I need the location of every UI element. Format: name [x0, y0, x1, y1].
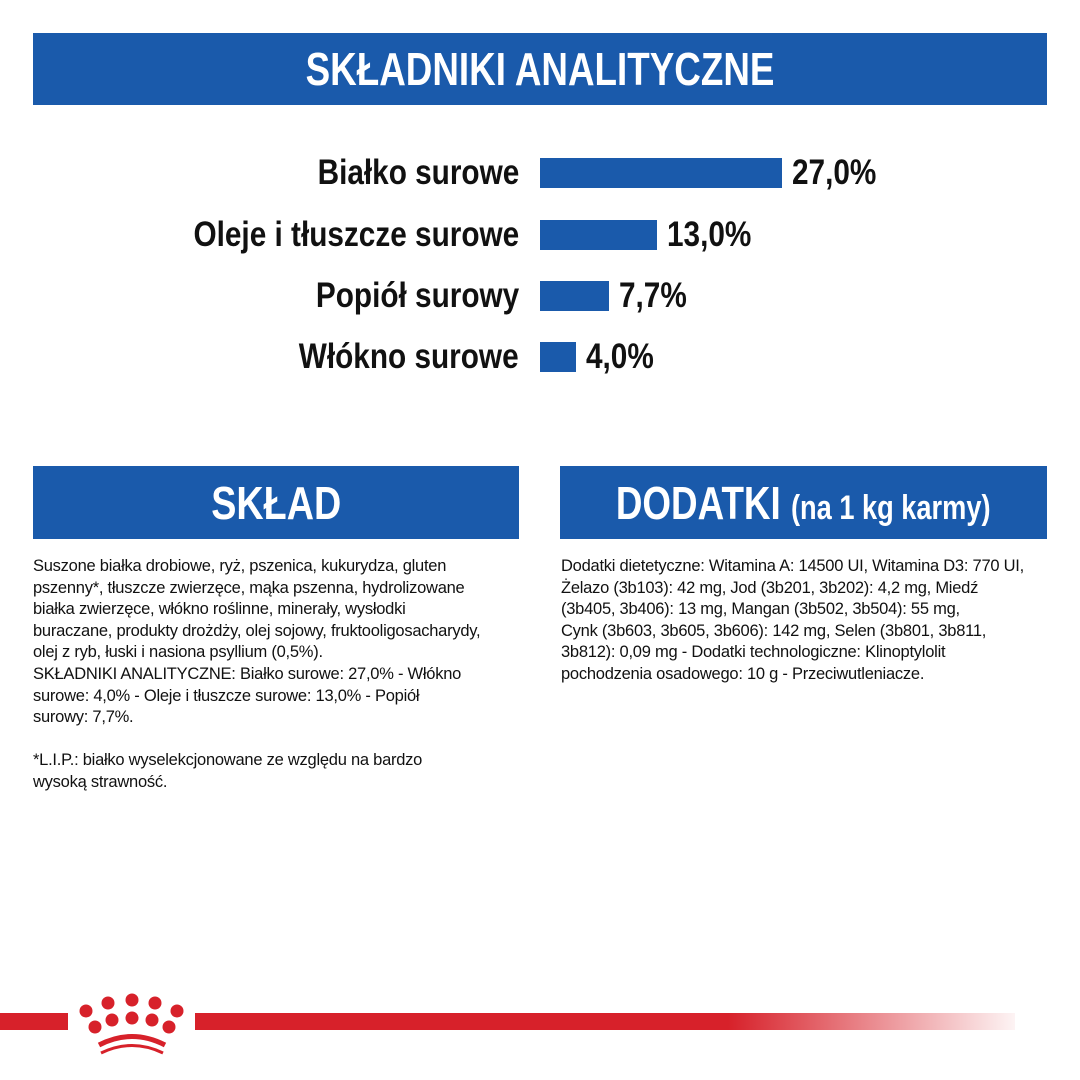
bar-label: Popiół surowy [315, 276, 519, 315]
bar [540, 281, 609, 311]
text-line: buraczane, produkty drożdży, olej sojowy… [33, 621, 481, 640]
bar [540, 158, 782, 188]
text-line: surowy: 7,7%. [33, 708, 134, 727]
additives-text: Dodatki dietetyczne: Witamina A: 14500 U… [561, 556, 1024, 686]
analytical-components-header: SKŁADNIKI ANALITYCZNE [33, 33, 1047, 105]
text-line: Żelazo (3b103): 42 mg, Jod (3b201, 3b202… [561, 578, 979, 597]
composition-text: Suszone białka drobiowe, ryż, pszenica, … [33, 556, 481, 794]
text-line: 3b812): 0,09 mg - Dodatki technologiczne… [561, 643, 946, 662]
text-line: pszenny*, tłuszcze zwierzęce, mąka pszen… [33, 578, 465, 597]
text-line: olej z ryb, łuski i nasiona psyllium (0,… [33, 643, 323, 662]
bar-value-label: 27,0% [792, 153, 877, 192]
footer-red-line-right [195, 1013, 1015, 1030]
text-line: Cynk (3b603, 3b605, 3b606): 142 mg, Sele… [561, 621, 987, 640]
text-line: SKŁADNIKI ANALITYCZNE: Białko surowe: 27… [33, 664, 462, 683]
text-line: Suszone białka drobiowe, ryż, pszenica, … [33, 557, 447, 575]
additives-header: DODATKI (na 1 kg karmy) [560, 466, 1047, 539]
text-line: surowe: 4,0% - Oleje i tłuszcze surowe: … [33, 686, 420, 705]
footer-red-line-left [0, 1013, 68, 1030]
chart-row: Włókno surowe 4,0% [0, 337, 1080, 377]
text-line: (3b405, 3b406): 13 mg, Mangan (3b502, 3b… [561, 600, 960, 619]
bar-value-label: 7,7% [619, 276, 687, 315]
text-line: pochodzenia osadowego: 10 g - Przeciwutl… [561, 664, 925, 683]
bar-label: Białko surowe [317, 153, 519, 192]
bar-label: Oleje i tłuszcze surowe [193, 215, 519, 254]
chart-row: Oleje i tłuszcze surowe 13,0% [0, 215, 1080, 255]
chart-row: Białko surowe 27,0% [0, 153, 1080, 193]
chart-row: Popiół surowy 7,7% [0, 276, 1080, 316]
bar [540, 220, 657, 250]
additives-subtitle: (na 1 kg karmy) [791, 488, 991, 527]
bar-label: Włókno surowe [299, 337, 519, 376]
composition-title: SKŁAD [211, 476, 341, 529]
text-line: Dodatki dietetyczne: Witamina A: 14500 U… [561, 557, 1024, 575]
text-line: białka zwierzęce, włókno roślinne, miner… [33, 600, 406, 619]
composition-header: SKŁAD [33, 466, 519, 539]
text-line: *L.I.P.: białko wyselekcjonowane ze wzgl… [33, 751, 423, 770]
bar [540, 342, 576, 372]
text-line [33, 729, 480, 751]
additives-title: DODATKI [616, 476, 782, 529]
header-title: SKŁADNIKI ANALITYCZNE [305, 43, 775, 95]
text-line: wysoką strawność. [33, 772, 168, 791]
royal-canin-crown-icon [79, 993, 184, 1055]
bar-value-label: 4,0% [585, 337, 654, 376]
bar-value-label: 13,0% [666, 215, 751, 254]
